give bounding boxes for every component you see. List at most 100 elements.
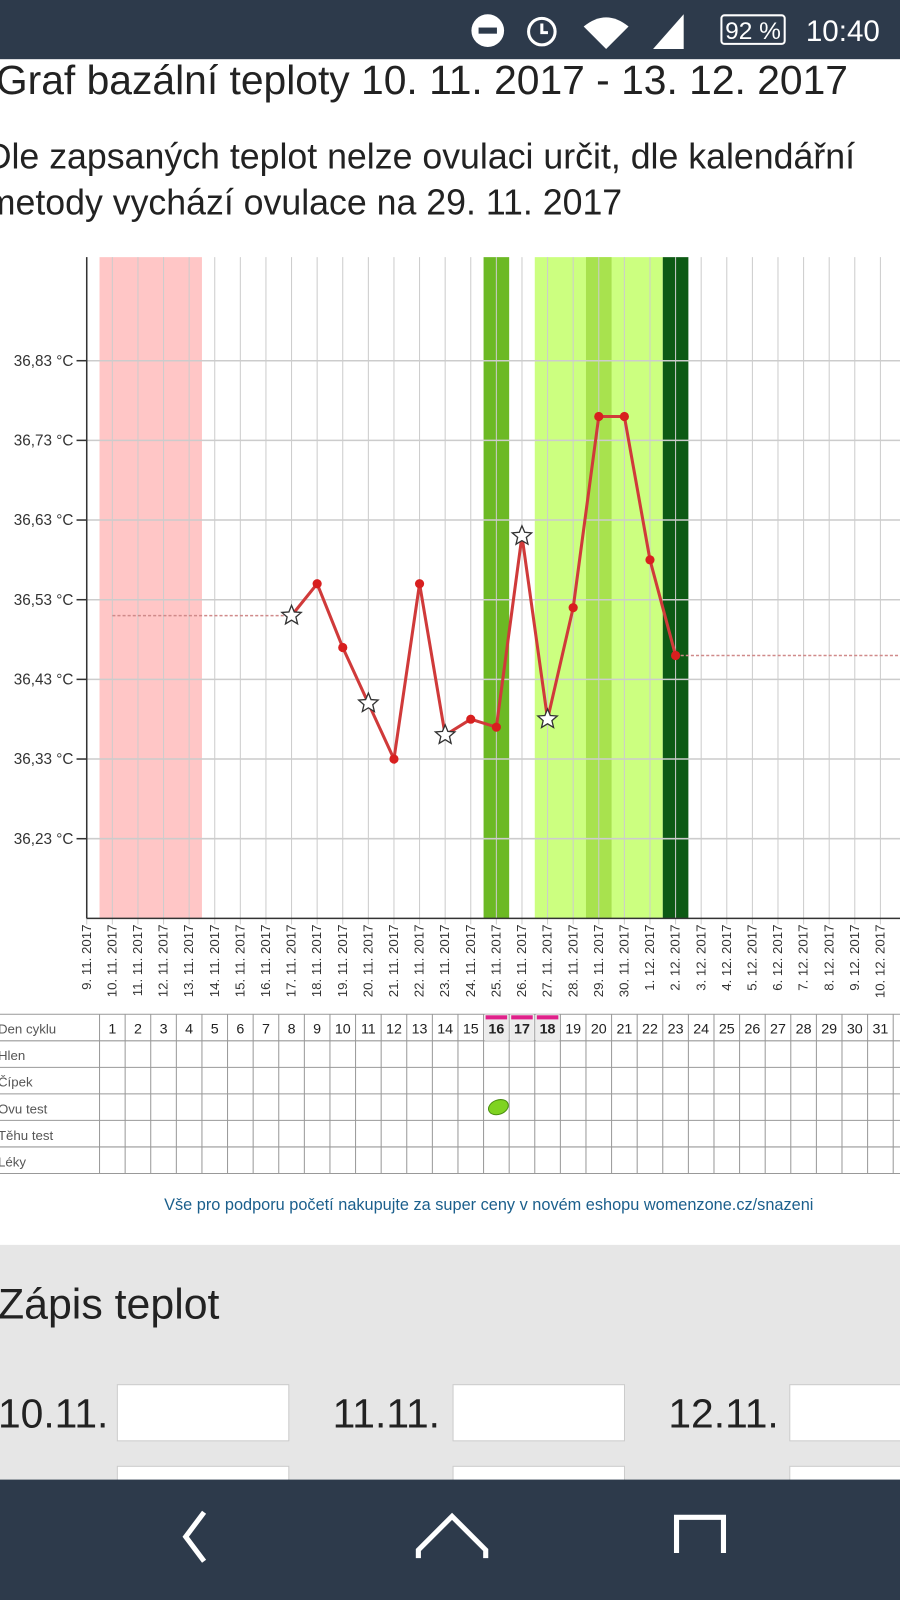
x-tick-label: 12. 11. 2017 — [156, 924, 171, 997]
row-label: Léky — [0, 1154, 26, 1169]
x-tick-label: 11. 12. 2017 — [898, 924, 900, 997]
x-tick-label: 10. 11. 2017 — [104, 924, 119, 997]
x-tick-label: 13. 11. 2017 — [181, 924, 196, 997]
y-tick-label: 36,33 °C — [14, 751, 74, 768]
cycle-day: 18 — [540, 1022, 556, 1038]
cycle-day: 22 — [642, 1022, 658, 1038]
point — [645, 555, 655, 565]
cycle-day: 23 — [668, 1022, 684, 1038]
cycle-day: 8 — [288, 1022, 296, 1038]
row-label: Čípek — [0, 1075, 33, 1090]
x-tick-label: 21. 11. 2017 — [386, 924, 401, 997]
point — [670, 650, 681, 661]
y-tick-label: 36,53 °C — [14, 592, 74, 609]
cycle-day: 26 — [744, 1022, 760, 1038]
shop-link[interactable]: Vše pro podporu početí nakupujte za supe… — [164, 1196, 813, 1214]
row-label: Těhu test — [0, 1128, 54, 1143]
x-tick-label: 18. 11. 2017 — [309, 924, 324, 997]
x-tick-label: 28. 11. 2017 — [565, 924, 580, 997]
point — [312, 579, 322, 589]
wifi-icon — [583, 17, 629, 49]
point — [389, 754, 399, 764]
point — [466, 714, 476, 724]
x-tick-label: 19. 11. 2017 — [335, 924, 350, 997]
temperature-input[interactable] — [789, 1384, 900, 1442]
row-label: Den cyklu — [0, 1022, 56, 1037]
cycle-day: 6 — [236, 1022, 244, 1038]
cycle-day: 2 — [134, 1022, 142, 1038]
y-tick-label: 36,73 °C — [14, 432, 74, 449]
x-tick-label: 9. 12. 2017 — [847, 924, 862, 990]
star-marker — [536, 707, 559, 729]
cycle-day: 11 — [361, 1022, 376, 1038]
nav-recent[interactable] — [673, 1514, 727, 1554]
x-tick-label: 24. 11. 2017 — [463, 924, 478, 997]
x-tick-label: 16. 11. 2017 — [258, 924, 273, 997]
alarm-icon — [527, 16, 557, 47]
cycle-day: 7 — [262, 1022, 270, 1038]
cycle-day: 12 — [386, 1022, 402, 1038]
x-tick-label: 4. 12. 2017 — [719, 924, 734, 990]
row-label: Hlen — [0, 1048, 25, 1063]
date-label: 10.11. — [0, 1391, 108, 1437]
ovulation-note: metody vychází ovulace na 29. 11. 2017 — [0, 182, 622, 222]
cycle-table: Den cyklu Hlen Čípek Ovu test Těhu test Léky 1… — [0, 1013, 900, 1174]
battery-icon — [720, 14, 786, 45]
nav-back[interactable] — [182, 1510, 207, 1563]
temperature-input[interactable] — [116, 1384, 290, 1442]
cycle-day: 17 — [514, 1022, 530, 1038]
x-tick-label: 3. 12. 2017 — [693, 924, 708, 990]
point — [338, 642, 348, 653]
x-tick-label: 15. 11. 2017 — [232, 924, 247, 997]
x-tick-label: 22. 11. 2017 — [412, 924, 427, 997]
temperature-input[interactable] — [452, 1384, 625, 1442]
cycle-day: 16 — [488, 1022, 504, 1038]
cycle-day: 25 — [719, 1022, 735, 1038]
x-tick-label: 30. 11. 2017 — [616, 924, 631, 997]
cycle-day: 20 — [591, 1022, 607, 1038]
clock: 10:40 — [806, 15, 880, 48]
y-tick-label: 36,83 °C — [14, 353, 74, 370]
x-tick-label: 25. 11. 2017 — [488, 924, 503, 997]
cycle-day: 1 — [108, 1022, 116, 1038]
x-tick-label: 23. 11. 2017 — [437, 924, 452, 997]
date-label: 12.11. — [668, 1391, 778, 1437]
page-title: Graf bazální teploty 10. 11. 2017 - 13. … — [0, 57, 848, 103]
ovu-test-icon — [488, 1099, 509, 1116]
x-tick-label: 17. 11. 2017 — [284, 924, 299, 997]
star-marker — [433, 723, 457, 745]
star-marker — [280, 603, 303, 626]
day-highlight-bar — [536, 1015, 559, 1020]
cycle-day: 15 — [463, 1022, 479, 1038]
section-title: Zápis teplot — [0, 1280, 220, 1328]
x-tick-label: 2. 12. 2017 — [668, 924, 683, 990]
x-tick-label: 29. 11. 2017 — [591, 924, 606, 997]
x-tick-label: 11. 11. 2017 — [130, 924, 145, 996]
cycle-day: 24 — [693, 1022, 709, 1038]
row-label: Ovu test — [0, 1101, 48, 1116]
status-bar — [0, 0, 900, 60]
dnd-bar — [478, 27, 497, 34]
x-tick-label: 5. 12. 2017 — [744, 924, 759, 990]
cycle-day: 10 — [335, 1022, 351, 1038]
star-marker — [510, 524, 534, 546]
nav-home[interactable] — [415, 1512, 489, 1559]
x-tick-label: 20. 11. 2017 — [360, 924, 375, 997]
point — [414, 579, 425, 589]
day-highlight-bar — [511, 1015, 533, 1020]
x-tick-label: 6. 12. 2017 — [770, 924, 785, 990]
date-label: 11.11. — [333, 1391, 440, 1437]
temperature-line — [290, 414, 678, 765]
cycle-day: 29 — [821, 1022, 837, 1038]
y-tick-label: 36,23 °C — [14, 831, 74, 848]
day-highlight — [535, 1014, 560, 1041]
cycle-day: 31 — [872, 1022, 888, 1038]
chart: 36,23 °C 36,33 °C 36,43 °C 36,53 °C 36,63 °C… — [14, 257, 900, 998]
x-tick-label: 27. 11. 2017 — [540, 924, 555, 997]
nav-bar — [0, 1479, 900, 1600]
x-tick-label: 26. 11. 2017 — [514, 924, 529, 997]
phase-band — [99, 257, 202, 919]
cycle-day: 30 — [847, 1022, 863, 1038]
